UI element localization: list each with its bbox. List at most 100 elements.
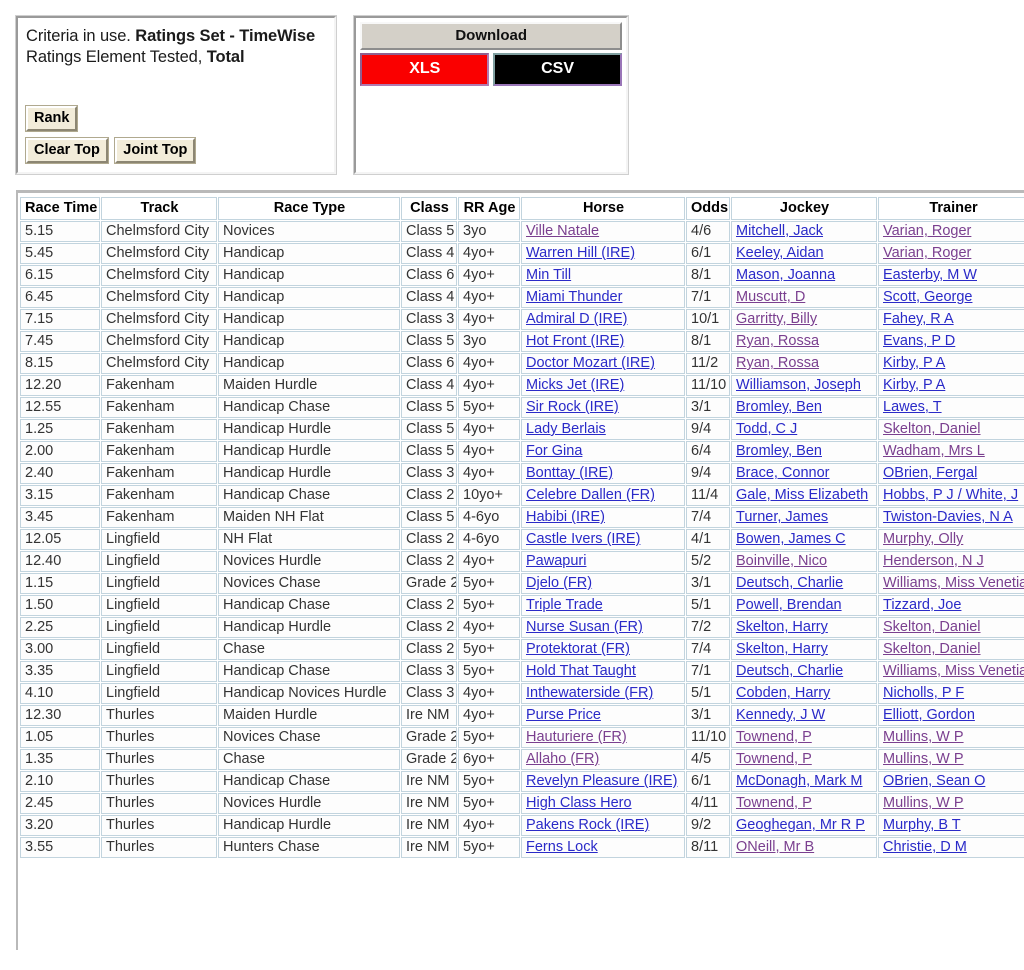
jockey-link[interactable]: Boinville, Nico xyxy=(736,553,828,569)
horse-link[interactable]: Min Till xyxy=(526,267,572,283)
trainer-link[interactable]: Hobbs, P J / White, J xyxy=(883,487,1019,503)
trainer-link[interactable]: Skelton, Daniel xyxy=(883,619,981,635)
download-csv-button[interactable]: CSV xyxy=(493,53,622,86)
horse-link[interactable]: Warren Hill (IRE) xyxy=(526,245,636,261)
horse-link[interactable]: Pakens Rock (IRE) xyxy=(526,817,650,833)
jockey-link[interactable]: ONeill, Mr B xyxy=(736,839,815,855)
jockey-link[interactable]: Powell, Brendan xyxy=(736,597,842,613)
column-header-rr-age[interactable]: RR Age xyxy=(458,197,520,220)
horse-link[interactable]: Pawapuri xyxy=(526,553,587,569)
jockey-link[interactable]: Bowen, James C xyxy=(736,531,846,547)
horse-link[interactable]: Allaho (FR) xyxy=(526,751,600,767)
jockey-link[interactable]: Ryan, Rossa xyxy=(736,355,820,371)
trainer-link[interactable]: Williams, Miss Venetia xyxy=(883,575,1024,591)
horse-link[interactable]: Castle Ivers (IRE) xyxy=(526,531,641,547)
horse-link[interactable]: Micks Jet (IRE) xyxy=(526,377,625,393)
trainer-link[interactable]: Fahey, R A xyxy=(883,311,954,327)
trainer-link[interactable]: Easterby, M W xyxy=(883,267,977,283)
horse-link[interactable]: Ville Natale xyxy=(526,223,600,239)
jockey-link[interactable]: Brace, Connor xyxy=(736,465,830,481)
column-header-race-time[interactable]: Race Time xyxy=(20,197,100,220)
trainer-link[interactable]: Varian, Roger xyxy=(883,223,972,239)
trainer-link[interactable]: Elliott, Gordon xyxy=(883,707,975,723)
trainer-link[interactable]: Lawes, T xyxy=(883,399,942,415)
jockey-link[interactable]: Keeley, Aidan xyxy=(736,245,824,261)
trainer-link[interactable]: Twiston-Davies, N A xyxy=(883,509,1013,525)
column-header-trainer[interactable]: Trainer xyxy=(878,197,1024,220)
horse-link[interactable]: High Class Hero xyxy=(526,795,632,811)
horse-link[interactable]: Celebre Dallen (FR) xyxy=(526,487,655,503)
jockey-link[interactable]: Deutsch, Charlie xyxy=(736,575,844,591)
jockey-link[interactable]: Townend, P xyxy=(736,751,812,767)
trainer-link[interactable]: Kirby, P A xyxy=(883,355,946,371)
trainer-link[interactable]: Wadham, Mrs L xyxy=(883,443,985,459)
jockey-link[interactable]: Townend, P xyxy=(736,795,812,811)
trainer-link[interactable]: Murphy, Olly xyxy=(883,531,964,547)
column-header-horse[interactable]: Horse xyxy=(521,197,685,220)
jockey-link[interactable]: Skelton, Harry xyxy=(736,619,828,635)
trainer-link[interactable]: Mullins, W P xyxy=(883,729,964,745)
trainer-link[interactable]: Murphy, B T xyxy=(883,817,961,833)
trainer-link[interactable]: Christie, D M xyxy=(883,839,967,855)
trainer-link[interactable]: Evans, P D xyxy=(883,333,956,349)
download-xls-button[interactable]: XLS xyxy=(360,53,490,86)
horse-link[interactable]: Habibi (IRE) xyxy=(526,509,605,525)
rank-button[interactable]: Rank xyxy=(24,105,79,132)
horse-link[interactable]: Triple Trade xyxy=(526,597,603,613)
column-header-class[interactable]: Class xyxy=(401,197,457,220)
trainer-link[interactable]: Tizzard, Joe xyxy=(883,597,962,613)
horse-link[interactable]: Ferns Lock xyxy=(526,839,598,855)
horse-link[interactable]: Djelo (FR) xyxy=(526,575,593,591)
column-header-odds[interactable]: Odds xyxy=(686,197,730,220)
horse-link[interactable]: Nurse Susan (FR) xyxy=(526,619,643,635)
jockey-link[interactable]: Mitchell, Jack xyxy=(736,223,824,239)
horse-link[interactable]: Lady Berlais xyxy=(526,421,606,437)
trainer-link[interactable]: Skelton, Daniel xyxy=(883,421,981,437)
jockey-link[interactable]: Turner, James xyxy=(736,509,829,525)
horse-link[interactable]: Protektorat (FR) xyxy=(526,641,630,657)
trainer-link[interactable]: Mullins, W P xyxy=(883,795,964,811)
trainer-link[interactable]: Williams, Miss Venetia xyxy=(883,663,1024,679)
trainer-link[interactable]: Mullins, W P xyxy=(883,751,964,767)
trainer-link[interactable]: Skelton, Daniel xyxy=(883,641,981,657)
jockey-link[interactable]: Geoghegan, Mr R P xyxy=(736,817,865,833)
horse-link[interactable]: Admiral D (IRE) xyxy=(526,311,628,327)
horse-link[interactable]: Purse Price xyxy=(526,707,601,723)
horse-link[interactable]: Revelyn Pleasure (IRE) xyxy=(526,773,678,789)
horse-link[interactable]: Inthewaterside (FR) xyxy=(526,685,654,701)
jockey-link[interactable]: Townend, P xyxy=(736,729,812,745)
jockey-link[interactable]: Garritty, Billy xyxy=(736,311,818,327)
horse-link[interactable]: For Gina xyxy=(526,443,583,459)
horse-link[interactable]: Hot Front (IRE) xyxy=(526,333,625,349)
jockey-link[interactable]: Deutsch, Charlie xyxy=(736,663,844,679)
trainer-link[interactable]: Kirby, P A xyxy=(883,377,946,393)
trainer-link[interactable]: Henderson, N J xyxy=(883,553,984,569)
column-header-jockey[interactable]: Jockey xyxy=(731,197,877,220)
horse-link[interactable]: Bonttay (IRE) xyxy=(526,465,614,481)
trainer-link[interactable]: OBrien, Fergal xyxy=(883,465,978,481)
joint-top-button[interactable]: Joint Top xyxy=(114,137,197,164)
column-header-track[interactable]: Track xyxy=(101,197,217,220)
jockey-link[interactable]: Bromley, Ben xyxy=(736,399,822,415)
horse-link[interactable]: Hold That Taught xyxy=(526,663,636,679)
jockey-link[interactable]: Cobden, Harry xyxy=(736,685,831,701)
jockey-link[interactable]: Todd, C J xyxy=(736,421,798,437)
jockey-link[interactable]: Ryan, Rossa xyxy=(736,333,820,349)
trainer-link[interactable]: Nicholls, P F xyxy=(883,685,965,701)
trainer-link[interactable]: OBrien, Sean O xyxy=(883,773,986,789)
trainer-link[interactable]: Scott, George xyxy=(883,289,973,305)
horse-link[interactable]: Hauturiere (FR) xyxy=(526,729,627,745)
jockey-link[interactable]: Kennedy, J W xyxy=(736,707,826,723)
clear-top-button[interactable]: Clear Top xyxy=(25,137,109,164)
horse-link[interactable]: Sir Rock (IRE) xyxy=(526,399,619,415)
column-header-race-type[interactable]: Race Type xyxy=(218,197,400,220)
trainer-link[interactable]: Varian, Roger xyxy=(883,245,972,261)
jockey-link[interactable]: Bromley, Ben xyxy=(736,443,822,459)
jockey-link[interactable]: McDonagh, Mark M xyxy=(736,773,863,789)
jockey-link[interactable]: Gale, Miss Elizabeth xyxy=(736,487,869,503)
horse-link[interactable]: Miami Thunder xyxy=(526,289,623,305)
jockey-link[interactable]: Skelton, Harry xyxy=(736,641,828,657)
jockey-link[interactable]: Muscutt, D xyxy=(736,289,806,305)
horse-link[interactable]: Doctor Mozart (IRE) xyxy=(526,355,655,371)
jockey-link[interactable]: Williamson, Joseph xyxy=(736,377,861,393)
